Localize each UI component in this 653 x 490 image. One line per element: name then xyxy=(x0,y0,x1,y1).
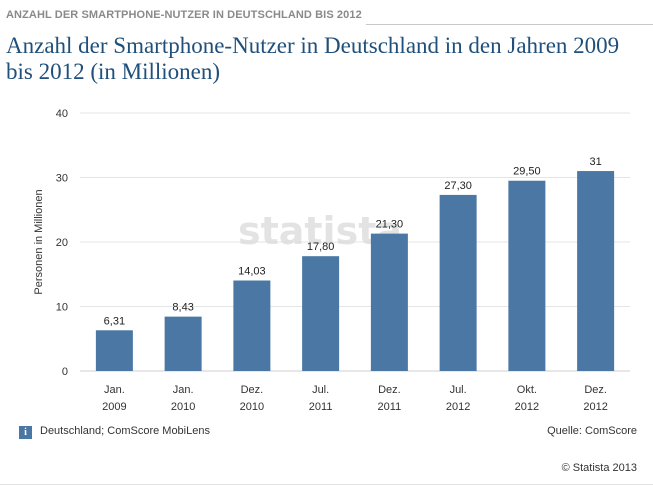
x-tick-label: Jul. xyxy=(450,384,467,396)
data-label: 31 xyxy=(590,156,602,168)
x-tick-label: 2011 xyxy=(378,401,402,413)
footer-note: Deutschland; ComScore MobiLens xyxy=(40,425,210,437)
x-tick-label: 2012 xyxy=(515,401,539,413)
chart-title: Anzahl der Smartphone-Nutzer in Deutschl… xyxy=(6,33,620,84)
data-label: 17,80 xyxy=(307,241,335,253)
header-bar xyxy=(0,8,653,25)
data-label: 27,30 xyxy=(444,180,472,192)
y-tick-label: 0 xyxy=(62,366,68,378)
bar xyxy=(370,233,408,371)
y-tick-label: 10 xyxy=(56,302,68,314)
x-tick-label: 2012 xyxy=(446,401,470,413)
bar xyxy=(577,171,615,371)
bar xyxy=(302,256,340,371)
x-tick-label: 2012 xyxy=(583,401,607,413)
x-tick-label: 2010 xyxy=(240,401,264,413)
bar xyxy=(439,194,477,371)
bar xyxy=(164,316,202,371)
data-label: 6,31 xyxy=(104,315,125,327)
x-tick-label: Jan. xyxy=(173,384,194,396)
source-label: Quelle: ComScore xyxy=(547,425,637,437)
bar xyxy=(508,180,546,371)
data-label: 29,50 xyxy=(513,166,541,178)
copyright: © Statista 2013 xyxy=(561,462,637,474)
x-tick-label: Dez. xyxy=(584,384,607,396)
bar xyxy=(233,280,271,371)
x-tick-label: 2009 xyxy=(102,401,126,413)
bar xyxy=(95,330,133,371)
y-tick-label: 40 xyxy=(56,108,68,120)
header-label: ANZAHL DER SMARTPHONE-NUTZER IN DEUTSCHL… xyxy=(6,9,362,21)
y-tick-label: 30 xyxy=(56,173,68,185)
data-label: 8,43 xyxy=(172,302,193,314)
y-tick-label: 20 xyxy=(56,237,68,249)
x-tick-label: Okt. xyxy=(517,384,537,396)
x-tick-label: Dez. xyxy=(378,384,401,396)
x-tick-label: 2010 xyxy=(171,401,195,413)
info-icon[interactable]: i xyxy=(19,426,32,439)
x-tick-label: Jan. xyxy=(104,384,125,396)
x-tick-label: Jul. xyxy=(312,384,329,396)
data-label: 21,30 xyxy=(376,219,404,231)
x-tick-label: 2011 xyxy=(309,401,333,413)
bottom-divider xyxy=(0,484,653,485)
x-tick-label: Dez. xyxy=(241,384,264,396)
header-divider xyxy=(366,24,653,25)
data-label: 14,03 xyxy=(238,266,266,278)
y-axis-label: Personen in Millionen xyxy=(33,189,45,294)
